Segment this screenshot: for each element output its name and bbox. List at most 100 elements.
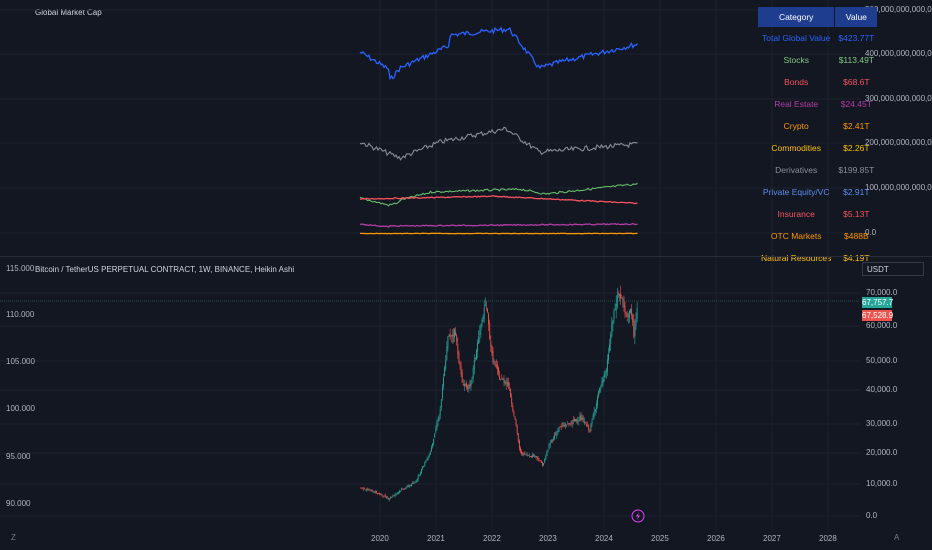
value-cell: $24.45T [840, 99, 872, 109]
candle-body [384, 495, 386, 498]
candle-body [378, 493, 380, 495]
candle-body [443, 377, 444, 387]
candle-body [400, 490, 402, 492]
candle-body [468, 385, 470, 389]
candle-body [403, 488, 405, 490]
table-row: Total Global Value $423.77T [758, 27, 877, 49]
candle-body [557, 431, 559, 433]
candle-body [397, 491, 399, 494]
candle-body [559, 426, 561, 428]
candle-body [471, 377, 473, 379]
candle-body [381, 493, 383, 496]
candle-body [452, 334, 454, 336]
candle-body [494, 362, 496, 365]
candle-body [610, 334, 612, 344]
category-cell: Real Estate [774, 99, 819, 109]
candle-body [379, 493, 381, 495]
candle-body [628, 310, 630, 318]
candle-body [454, 329, 455, 338]
candle-body [510, 388, 512, 398]
right-axis-label: 0.0 [866, 511, 878, 520]
candle-body [455, 331, 457, 336]
candle-body [576, 419, 578, 422]
left-axis-label: 90.000 [6, 499, 31, 508]
candle-body [429, 451, 431, 455]
candle-body [538, 460, 540, 462]
btc-candle-chart[interactable] [0, 257, 932, 550]
right-axis-label: 10,000.0 [866, 479, 898, 488]
candle-body [597, 396, 598, 405]
candle-body [588, 425, 590, 430]
candle-body [520, 448, 521, 452]
candle-body [428, 454, 430, 457]
candle-body [624, 305, 626, 313]
candle-body [426, 459, 428, 461]
candle-body [635, 319, 637, 327]
candle-body [593, 411, 595, 417]
candle-body [613, 310, 615, 320]
category-cell: Total Global Value [762, 33, 831, 43]
candle-body [368, 489, 370, 491]
candle-body [404, 488, 406, 490]
candle-body [589, 429, 591, 432]
time-axis-label: 2027 [763, 534, 781, 543]
total-value-line [359, 26, 638, 81]
candle-body [549, 442, 551, 445]
candle-body [395, 493, 397, 495]
candle-body [421, 469, 422, 474]
candle-body [427, 456, 429, 461]
candle-body [551, 439, 553, 441]
candle-body [501, 378, 503, 380]
candle-body [546, 452, 548, 457]
candle-body [374, 491, 376, 493]
candle-body [484, 304, 486, 307]
candle-body [371, 490, 373, 492]
candle-body [460, 366, 462, 375]
lightning-event-icon[interactable] [631, 509, 645, 523]
candle-body [598, 391, 600, 397]
candle-body [448, 334, 450, 336]
category-cell: Natural Resources [761, 253, 832, 263]
candle-body [457, 343, 459, 355]
candle-body [424, 462, 426, 466]
candle-body [565, 424, 567, 426]
candle-body [478, 337, 480, 345]
candle-body [467, 385, 469, 390]
candle-body [505, 381, 507, 384]
candle-body [562, 425, 564, 427]
candle-body [373, 491, 375, 493]
candle-body [445, 360, 447, 369]
time-axis-label: 2026 [707, 534, 725, 543]
candle-body [623, 297, 625, 307]
candle-body [540, 461, 542, 463]
table-row: Natural Resources $4.19T [758, 247, 877, 269]
top-axis-label: 0.0 [865, 228, 877, 237]
candle-body [534, 455, 536, 457]
pane-divider[interactable] [0, 256, 932, 257]
candle-body [581, 417, 583, 421]
candle-body [495, 364, 497, 367]
candle-body [436, 423, 438, 429]
left-axis-label: 105.000 [6, 357, 35, 366]
candle-body [631, 309, 633, 316]
category-cell: Crypto [783, 121, 809, 131]
header-category: Category [758, 7, 835, 27]
candle-body [386, 497, 388, 499]
candle-body [462, 383, 464, 386]
timezone-icon[interactable]: Z [11, 533, 16, 542]
auto-scale-icon[interactable]: A [894, 533, 900, 542]
candle-body [498, 367, 499, 374]
candle-body [487, 309, 488, 313]
candle-body [507, 382, 509, 386]
candle-body [550, 439, 552, 443]
candle-body [569, 423, 571, 425]
candle-body [567, 423, 569, 425]
table-row: Commodities $2.26T [758, 137, 877, 159]
table-row: Real Estate $24.45T [758, 93, 877, 115]
candle-body [449, 333, 451, 337]
top-pane-title: Global Market Cap [35, 8, 102, 17]
time-axis-label: 2022 [483, 534, 501, 543]
currency-selector[interactable]: USDT [862, 262, 924, 276]
candle-body [526, 454, 528, 456]
candle-body [458, 352, 460, 363]
